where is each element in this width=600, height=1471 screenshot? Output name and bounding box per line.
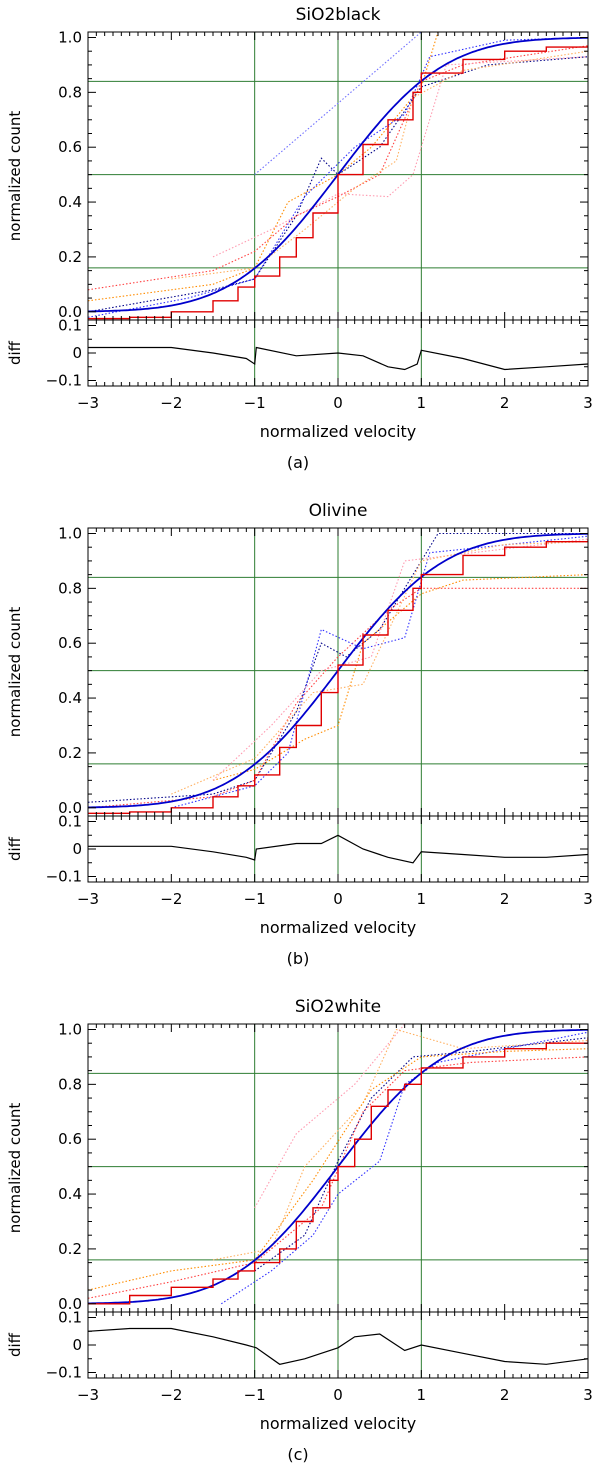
x-tick-label: 2: [500, 1386, 510, 1404]
y-tick-label: 0.6: [58, 138, 82, 156]
diff-axis-label: diff: [6, 836, 24, 861]
y-ticks: [88, 532, 588, 809]
dotted-curve: [88, 56, 588, 313]
dotted-curve: [254, 1024, 406, 1209]
x-tick-label: 3: [583, 890, 593, 908]
dotted-curve: [88, 532, 588, 803]
y-axis-label: normalized count: [6, 1103, 24, 1234]
x-ticks: [87, 32, 589, 386]
x-tick-label: 3: [583, 394, 593, 412]
mean-empirical-cdf-line: [88, 539, 588, 814]
diff-line: [88, 834, 588, 864]
diff-line: [88, 346, 588, 371]
x-tick-label: 3: [583, 1386, 593, 1404]
chart-panel-c: SiO2white −3 −2 −1 0 1 2 3 0.0 0.2 0.4 0.6 0.8 1.0 0.1…: [6, 997, 593, 1464]
x-tick-label: 0: [333, 1386, 343, 1404]
dotted-curve: [88, 1048, 588, 1291]
panel-caption: (a): [287, 453, 309, 472]
diff-tick-label: −0.1: [46, 1364, 82, 1382]
x-tick-label: −2: [160, 890, 182, 908]
x-axis-label: normalized velocity: [260, 1414, 417, 1433]
dotted-curve: [171, 535, 588, 809]
chart-title: SiO2black: [296, 5, 381, 25]
x-tick-label: −2: [160, 394, 182, 412]
y-tick-label: 0.0: [58, 303, 82, 321]
diff-tick-label: −0.1: [46, 868, 82, 886]
y-tick-label: 0.2: [58, 744, 82, 762]
x-tick-label: −1: [244, 394, 266, 412]
x-ticks: [87, 528, 589, 882]
diff-tick-label: 0: [72, 840, 82, 858]
diff-axis-label: diff: [6, 1332, 24, 1357]
dotted-curve: [88, 36, 588, 318]
mean-empirical-cdf-line: [88, 45, 588, 320]
x-tick-label: 1: [417, 394, 427, 412]
x-ticks: [87, 1024, 589, 1378]
dotted-curve: [220, 1031, 588, 1305]
diff-tick-label: 0.1: [58, 317, 82, 335]
y-tick-label: 0.2: [58, 248, 82, 266]
x-tick-label: −3: [77, 394, 99, 412]
mean-empirical-cdf-line: [88, 1037, 588, 1305]
y-tick-label: 0.4: [58, 1185, 82, 1203]
x-tick-label: 1: [417, 890, 427, 908]
chart-panel-b: Olivine −3 −2 −1 0 1 2 3 0.0 0.2 0.4 0.6 0.8 1.0 0.1 0 −…: [6, 501, 593, 968]
dotted-curve: [212, 1028, 588, 1261]
y-tick-label: 0.0: [58, 799, 82, 817]
reference-lines: [88, 528, 588, 816]
diff-tick-label: 0: [72, 344, 82, 362]
dotted-curve: [212, 538, 588, 781]
dotted-curve: [171, 50, 588, 280]
y-tick-label: 0.4: [58, 193, 82, 211]
x-axis-label: normalized velocity: [260, 422, 417, 441]
y-tick-label: 0.0: [58, 1295, 82, 1313]
chart-panel-a: SiO2black −3 −2 −1 0 1 2 3 0.0 0.2 0.4 0.6 0.8 1.0 0.1…: [6, 5, 593, 472]
diff-tick-label: 0: [72, 1336, 82, 1354]
y-ticks: [88, 1028, 588, 1305]
y-tick-label: 1.0: [58, 524, 82, 542]
x-tick-label: −3: [77, 1386, 99, 1404]
panel-caption: (c): [287, 1445, 308, 1464]
y-axis-label: normalized count: [6, 607, 24, 738]
x-tick-label: −1: [244, 1386, 266, 1404]
dotted-curve: [171, 541, 588, 795]
dotted-curve: [254, 32, 422, 176]
x-tick-label: −3: [77, 890, 99, 908]
x-tick-label: −1: [244, 890, 266, 908]
x-axis-label: normalized velocity: [260, 918, 417, 937]
diff-tick-label: −0.1: [46, 372, 82, 390]
x-tick-label: 0: [333, 394, 343, 412]
y-tick-label: 0.2: [58, 1240, 82, 1258]
dotted-curves: [88, 532, 588, 809]
y-ticks: [88, 36, 588, 313]
chart-title: Olivine: [309, 501, 368, 521]
y-tick-label: 0.8: [58, 1075, 82, 1093]
dotted-curve: [254, 1037, 588, 1272]
x-tick-label: 2: [500, 394, 510, 412]
dotted-curve: [212, 574, 588, 781]
diff-axis-label: diff: [6, 340, 24, 365]
y-tick-label: 0.8: [58, 579, 82, 597]
y-tick-label: 0.8: [58, 83, 82, 101]
y-tick-label: 0.6: [58, 634, 82, 652]
x-tick-label: 0: [333, 890, 343, 908]
diff-tick-label: 0.1: [58, 1309, 82, 1327]
chart-title: SiO2white: [295, 997, 381, 1017]
x-tick-label: 1: [417, 1386, 427, 1404]
diff-line: [88, 1327, 588, 1365]
y-axis-label: normalized count: [6, 111, 24, 242]
x-tick-label: 2: [500, 890, 510, 908]
y-tick-label: 0.4: [58, 689, 82, 707]
y-tick-label: 1.0: [58, 28, 82, 46]
panel-caption: (b): [287, 949, 310, 968]
diff-tick-label: 0.1: [58, 813, 82, 831]
y-tick-label: 1.0: [58, 1020, 82, 1038]
dotted-curve: [212, 56, 588, 258]
y-tick-label: 0.6: [58, 1130, 82, 1148]
x-tick-label: −2: [160, 1386, 182, 1404]
